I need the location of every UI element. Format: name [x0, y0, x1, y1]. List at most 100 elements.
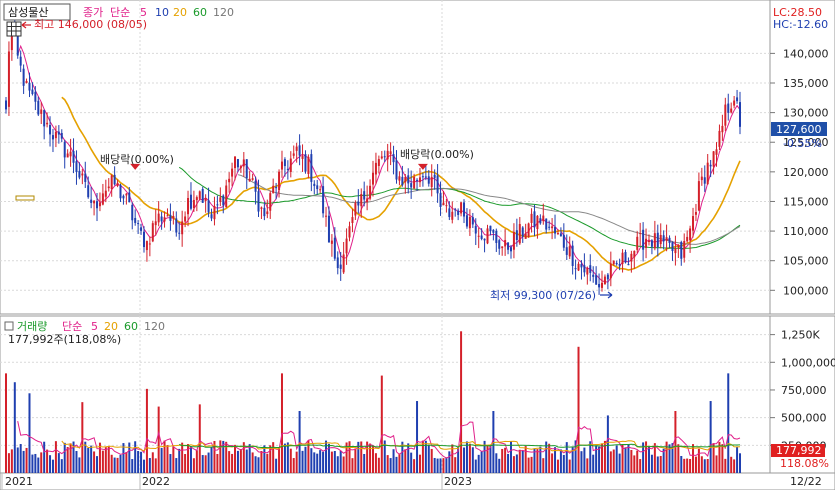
checkbox-icon[interactable]: [4, 321, 14, 331]
candle-body: [680, 241, 683, 259]
current-change: -0.55%: [783, 137, 822, 150]
volume-bar: [166, 445, 169, 473]
candle-body: [90, 199, 93, 203]
candle-body: [195, 197, 198, 201]
candle-body: [460, 202, 463, 214]
volume-bar: [492, 411, 495, 473]
volume-bar: [380, 375, 383, 473]
volume-bar: [104, 447, 107, 473]
candle-body: [316, 185, 319, 190]
high-note: 최고 146,000 (08/05): [34, 18, 147, 31]
volume-bar: [225, 441, 228, 473]
candle-body: [104, 190, 107, 197]
legend-kind[interactable]: 단순: [110, 6, 130, 19]
candle-body: [187, 198, 190, 215]
volume-bar: [536, 449, 539, 473]
candle-body: [630, 253, 633, 262]
volume-tick-label: 500,000: [781, 412, 827, 425]
x-label-2021: 2021: [5, 475, 33, 488]
candle-body: [451, 211, 454, 220]
volume-bar: [301, 450, 304, 473]
candle-body: [621, 252, 624, 264]
volume-summary: 177,992주(118,08%): [8, 333, 121, 346]
candle-body: [489, 225, 492, 232]
volume-legend-ma60[interactable]: 60: [124, 320, 138, 333]
candle-body: [554, 227, 557, 234]
volume-bar: [34, 453, 37, 473]
volume-bar: [98, 442, 101, 473]
stock-name-box[interactable]: [3, 3, 71, 21]
candle-body: [700, 176, 703, 181]
volume-bar: [495, 453, 498, 473]
volume-bar: [154, 458, 157, 473]
candle-body: [465, 215, 468, 227]
volume-legend-ma120[interactable]: 120: [144, 320, 165, 333]
volume-bar: [612, 449, 615, 473]
volume-legend-ma20[interactable]: 20: [104, 320, 118, 333]
volume-bar: [512, 456, 515, 473]
candle-body: [612, 260, 615, 265]
candle-body: [445, 205, 448, 207]
volume-bar: [160, 447, 163, 473]
candle-body: [184, 216, 187, 222]
candle-body: [718, 130, 721, 147]
volume-bar: [636, 450, 639, 473]
volume-bar: [81, 402, 84, 473]
candle-body: [545, 218, 548, 230]
candle-body: [98, 202, 101, 207]
candle-body: [601, 282, 604, 288]
candle-body: [618, 264, 621, 266]
volume-bar: [354, 448, 357, 473]
candle-body: [342, 254, 345, 273]
x-label-2023: 2023: [444, 475, 472, 488]
candle-body: [430, 176, 433, 188]
candle-body: [642, 229, 645, 250]
stock-name[interactable]: 삼성물산: [8, 6, 48, 19]
volume-bar: [13, 382, 16, 473]
volume-title[interactable]: 거래량: [17, 320, 47, 333]
legend-ma10[interactable]: 10: [155, 6, 169, 19]
volume-bar: [457, 446, 460, 473]
candle-body: [457, 210, 460, 215]
volume-bar: [310, 448, 313, 473]
legend-ma20[interactable]: 20: [173, 6, 187, 19]
price-tick-label: 100,000: [783, 284, 829, 297]
legend-ma120[interactable]: 120: [213, 6, 234, 19]
volume-bar: [683, 458, 686, 473]
candle-body: [301, 155, 304, 159]
candle-body: [137, 223, 140, 225]
volume-bar: [137, 450, 140, 473]
volume-bar: [483, 440, 486, 473]
volume-ma-line-60: [179, 443, 741, 449]
volume-legend-kind[interactable]: 단순: [62, 320, 82, 333]
hc-limit: HC:-12.60: [773, 18, 828, 31]
candle-body: [145, 241, 148, 251]
candle-body: [495, 230, 498, 243]
volume-bar: [463, 447, 466, 473]
volume-legend-ma5[interactable]: 5: [91, 320, 98, 333]
volume-bar: [618, 453, 621, 473]
candle-body: [568, 246, 571, 257]
candle-body: [198, 191, 201, 199]
volume-bar: [592, 454, 595, 473]
volume-bar: [325, 440, 328, 473]
volume-bar: [574, 440, 577, 473]
volume-bar: [615, 445, 618, 473]
volume-bar: [57, 453, 60, 473]
volume-bar: [28, 393, 31, 473]
candle-body: [580, 264, 583, 268]
legend-ma5[interactable]: 5: [140, 6, 147, 19]
candle-body: [539, 218, 542, 224]
volume-bar: [468, 443, 471, 473]
grid-icon[interactable]: [6, 21, 22, 37]
grid-lines: [0, 0, 770, 473]
volume-bar: [60, 459, 63, 473]
volume-bar: [398, 453, 401, 473]
volume-bar: [213, 440, 216, 473]
volume-bar: [448, 451, 451, 473]
legend-ma60[interactable]: 60: [193, 6, 207, 19]
volume-bar: [101, 450, 104, 473]
legend-close[interactable]: 종가: [83, 6, 103, 19]
candle-body: [107, 186, 110, 189]
candle-body: [504, 240, 507, 247]
